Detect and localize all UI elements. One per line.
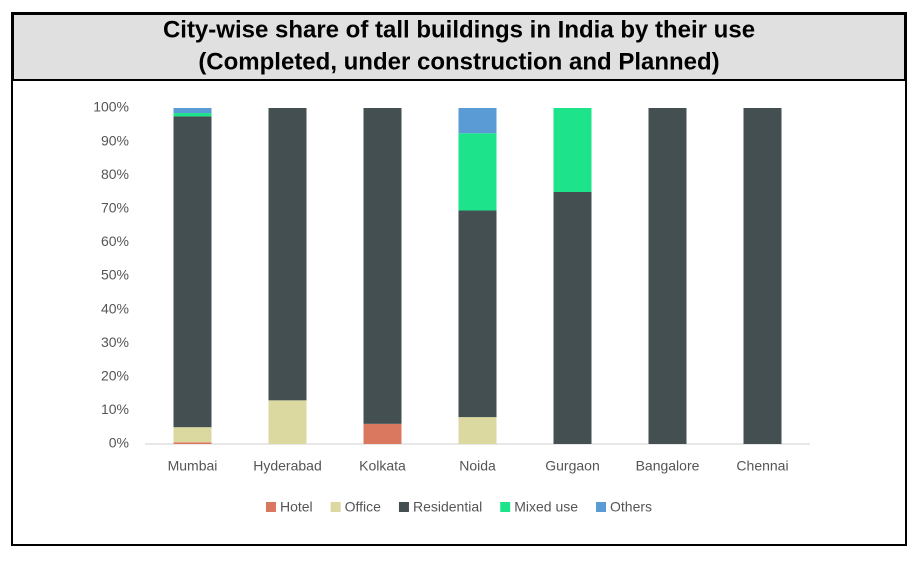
bar-segment	[173, 116, 212, 428]
x-tick-label: Bangalore	[636, 458, 700, 474]
x-tick-label: Noida	[459, 458, 496, 474]
legend-swatch	[330, 502, 341, 512]
bar-segment	[363, 423, 402, 444]
y-tick-label: 100%	[93, 99, 129, 115]
x-tick-label: Hyderabad	[253, 458, 322, 474]
title-box	[12, 13, 906, 81]
bar-segment	[173, 442, 212, 444]
y-tick-label: 60%	[101, 233, 129, 249]
legend-swatch	[398, 502, 409, 512]
chart-subtitle: (Completed, under construction and Plann…	[198, 48, 719, 75]
bar-segment	[648, 108, 687, 444]
bar-segment	[268, 400, 307, 444]
bar-segment	[458, 210, 497, 418]
bar-segment	[173, 113, 212, 117]
legend-label: Residential	[413, 499, 482, 515]
y-tick-label: 10%	[101, 401, 129, 417]
bar-segment	[458, 417, 497, 444]
y-tick-label: 40%	[101, 300, 129, 316]
y-tick-label: 80%	[101, 166, 129, 182]
bar-segment	[173, 108, 212, 114]
bar-segment	[553, 192, 592, 444]
y-tick-label: 70%	[101, 200, 129, 216]
x-tick-label: Mumbai	[168, 458, 218, 474]
bar-segment	[268, 108, 307, 401]
x-tick-label: Kolkata	[359, 458, 406, 474]
x-tick-label: Chennai	[736, 458, 788, 474]
bar-segment	[743, 108, 782, 444]
y-tick-label: 50%	[101, 267, 129, 283]
y-tick-label: 90%	[101, 132, 129, 148]
bar-segment	[458, 133, 497, 211]
bar-segment	[173, 427, 212, 443]
x-tick-label: Gurgaon	[545, 458, 599, 474]
legend-swatch	[596, 502, 607, 512]
chart-title: City-wise share of tall buildings in Ind…	[163, 16, 755, 43]
bar-segment	[363, 108, 402, 424]
y-tick-label: 30%	[101, 334, 129, 350]
legend-label: Mixed use	[514, 499, 578, 515]
y-tick-label: 20%	[101, 368, 129, 384]
legend-swatch	[265, 502, 276, 512]
legend-label: Office	[345, 499, 382, 515]
legend-label: Others	[610, 499, 652, 515]
bar-segment	[553, 108, 592, 192]
y-tick-label: 0%	[109, 435, 129, 451]
legend-label: Hotel	[280, 499, 313, 515]
legend-swatch	[500, 502, 511, 512]
bar-segment	[458, 108, 497, 134]
